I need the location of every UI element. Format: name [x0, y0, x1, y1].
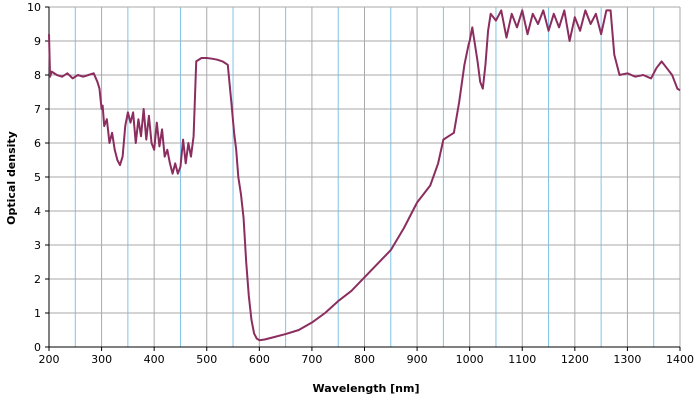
x-axis-title: Wavelength [nm]	[313, 382, 420, 395]
y-tick-label: 8	[34, 69, 41, 82]
grid-layer	[49, 6, 681, 347]
x-tick-label: 1300	[613, 353, 641, 366]
x-tick-label: 1000	[456, 353, 484, 366]
label-layer: 200 300 400 500 600 700 800 900 1000 1100 1200 1300…	[27, 1, 694, 366]
y-tick-label: 6	[34, 137, 41, 150]
x-tick-label: 900	[407, 353, 428, 366]
y-tick-label: 7	[34, 103, 41, 116]
x-tick-label: 800	[354, 353, 375, 366]
y-tick-label: 5	[34, 171, 41, 184]
x-tick-label: 500	[196, 353, 217, 366]
x-tick-label: 300	[91, 353, 112, 366]
y-tick-label: 9	[34, 35, 41, 48]
y-axis-title: Optical density	[5, 131, 18, 225]
x-tick-label: 600	[249, 353, 270, 366]
x-tick-label: 1200	[561, 353, 589, 366]
y-tick-label: 4	[34, 205, 41, 218]
x-tick-label: 700	[301, 353, 322, 366]
y-tick-label: 10	[27, 1, 41, 14]
x-tick-label: 400	[144, 353, 165, 366]
x-tick-label: 1100	[508, 353, 536, 366]
y-tick-label: 0	[34, 341, 41, 354]
x-tick-label: 200	[39, 353, 60, 366]
y-tick-label: 2	[34, 273, 41, 286]
x-tick-label: 1400	[666, 353, 694, 366]
series-line-0	[48, 9, 681, 342]
y-tick-label: 1	[34, 307, 41, 320]
y-tick-label: 3	[34, 239, 41, 252]
series-layer	[48, 9, 681, 342]
